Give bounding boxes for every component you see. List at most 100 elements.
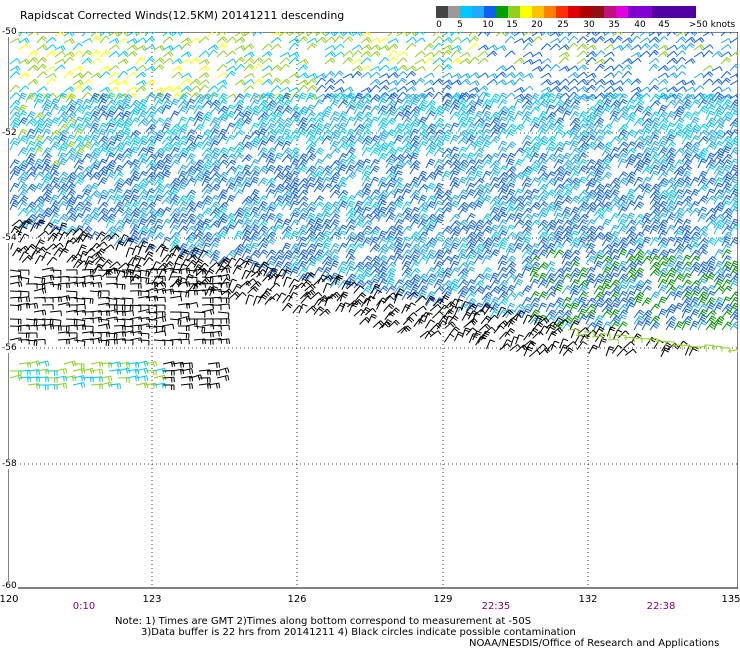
wind-barb xyxy=(216,50,228,58)
wind-barb xyxy=(450,36,462,44)
wind-barb xyxy=(225,36,237,44)
wind-barb xyxy=(243,43,255,51)
scale-swatch-4 xyxy=(472,6,484,18)
wind-barb xyxy=(585,32,597,37)
wind-barb xyxy=(162,32,174,37)
note-line-2: 3)Data buffer is 22 hrs from 20141211 4)… xyxy=(141,627,576,638)
wind-barb xyxy=(468,43,480,51)
wind-barb xyxy=(180,37,192,44)
note-line-1: Note: 1) Times are GMT 2)Times along bot… xyxy=(115,616,532,627)
wind-barb xyxy=(324,32,336,37)
wind-barb xyxy=(333,32,345,37)
scale-swatch-3 xyxy=(460,6,472,18)
scale-label-10: 10 xyxy=(482,20,494,30)
wind-barb xyxy=(576,43,588,51)
scale-label-15: 15 xyxy=(506,20,518,30)
scale-label-25: 25 xyxy=(557,20,569,30)
wind-barb xyxy=(216,36,228,44)
wind-barb xyxy=(72,42,83,51)
wind-barb xyxy=(657,32,669,37)
wind-barb xyxy=(63,51,75,58)
wind-barb xyxy=(369,44,381,51)
wind-barb xyxy=(135,32,147,37)
scale-swatch-17 xyxy=(628,6,652,18)
wind-barb xyxy=(54,32,66,37)
wind-barb xyxy=(270,43,282,51)
wind-barb xyxy=(351,44,363,51)
wind-barb xyxy=(27,50,39,58)
wind-barb xyxy=(315,36,327,44)
wind-barb xyxy=(594,32,606,37)
scale-label-40: 40 xyxy=(634,20,646,30)
wind-barb xyxy=(405,32,417,37)
wind-barb xyxy=(297,36,309,44)
wind-barb xyxy=(675,44,687,51)
scale-label-30: 30 xyxy=(583,20,595,30)
wind-barb xyxy=(522,36,534,44)
wind-barb xyxy=(522,42,533,51)
wind-speed-color-scale: 0 5 10 15 20 25 30 35 40 45 >50 knots xyxy=(436,6,735,32)
wind-barb xyxy=(612,32,624,37)
wind-barb xyxy=(261,43,273,51)
wind-barb xyxy=(468,32,479,37)
wind-barb xyxy=(486,32,497,37)
wind-barb xyxy=(216,43,228,51)
lat-label--60: -60 xyxy=(1,581,18,591)
wind-barb xyxy=(90,35,101,44)
wind-barb xyxy=(81,49,92,58)
scale-swatch-18 xyxy=(652,6,696,18)
lat-label--56: -56 xyxy=(1,343,18,353)
scale-swatch-6 xyxy=(496,6,508,18)
wind-barb xyxy=(414,32,426,37)
wind-barb xyxy=(378,36,390,44)
wind-barb xyxy=(63,38,75,45)
wind-barb xyxy=(630,44,642,51)
wind-barb xyxy=(387,32,399,37)
wind-barb xyxy=(252,32,264,37)
wind-barb xyxy=(432,32,443,37)
wind-barb xyxy=(720,44,732,51)
lat-label--52: -52 xyxy=(1,128,18,138)
wind-barb xyxy=(171,32,183,37)
wind-barb xyxy=(540,32,552,37)
wind-barb xyxy=(558,44,570,51)
scale-swatch-1 xyxy=(436,6,448,18)
wind-barb xyxy=(108,32,120,37)
wind-barb xyxy=(648,36,660,44)
wind-barb xyxy=(567,32,579,37)
scale-label-50-plus: >50 knots xyxy=(688,20,736,30)
wind-barb xyxy=(459,37,471,44)
wind-barb xyxy=(126,44,138,51)
scale-swatch-2 xyxy=(448,6,460,18)
wind-barb xyxy=(432,42,443,51)
wind-barb xyxy=(27,32,39,37)
wind-barb xyxy=(54,45,66,52)
lon-label-132: 132 xyxy=(578,594,598,605)
scale-label-45: 45 xyxy=(658,20,670,30)
wind-barb xyxy=(279,32,291,37)
wind-barb xyxy=(54,50,66,58)
wind-barb xyxy=(603,44,615,51)
wind-barb xyxy=(630,32,642,37)
scale-swatch-13 xyxy=(580,6,592,18)
wind-barb xyxy=(351,32,363,37)
wind-barb xyxy=(423,43,435,51)
wind-barb xyxy=(18,37,30,44)
wind-barb xyxy=(207,49,218,58)
wind-barb xyxy=(693,44,705,51)
wind-barb xyxy=(657,36,669,44)
wind-barb xyxy=(342,32,354,37)
wind-barb xyxy=(684,32,696,37)
wind-barb xyxy=(450,45,462,52)
wind-barb xyxy=(135,37,147,44)
wind-barb xyxy=(90,32,102,37)
lon-label-129: 129 xyxy=(433,594,453,605)
scale-swatch-5 xyxy=(484,6,496,18)
wind-barb xyxy=(63,32,75,37)
wind-barb xyxy=(666,44,678,51)
wind-barb xyxy=(639,43,651,51)
wind-barb xyxy=(99,35,110,44)
lon-label-123: 123 xyxy=(142,594,162,605)
wind-barb xyxy=(216,32,228,37)
wind-barb xyxy=(288,51,300,58)
